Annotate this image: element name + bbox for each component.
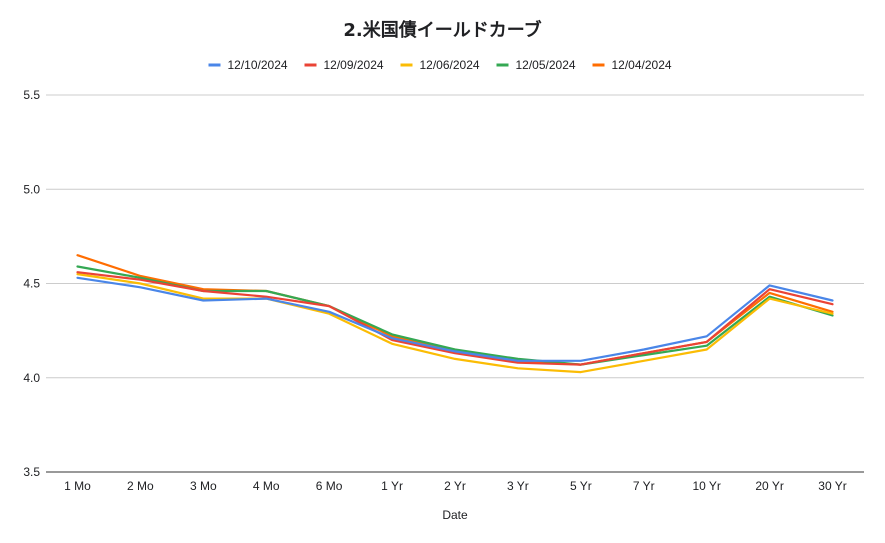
y-tick-label: 5.0	[23, 182, 40, 196]
x-tick-label: 3 Mo	[190, 479, 217, 493]
series-lines	[76, 254, 834, 374]
x-axis-ticks: 1 Mo 2 Mo 3 Mo 4 Mo 6 Mo 1 Yr 2 Yr 3 Yr 5 Yr 7 Yr…	[64, 479, 847, 493]
legend-item: 12/04/2024	[592, 58, 672, 72]
legend-item: 12/06/2024	[400, 58, 480, 72]
series-line-2	[76, 271, 834, 366]
x-tick-label: 5 Yr	[570, 479, 592, 493]
y-tick-label: 4.5	[23, 277, 40, 291]
legend-label: 12/04/2024	[612, 58, 672, 72]
legend-item: 12/09/2024	[304, 58, 384, 72]
legend-label: 12/10/2024	[228, 58, 288, 72]
legend-label: 12/06/2024	[420, 58, 480, 72]
series-line-5	[76, 254, 834, 366]
y-tick-label: 4.0	[23, 371, 40, 385]
gridlines	[46, 94, 864, 473]
x-tick-label: 1 Yr	[381, 479, 403, 493]
x-tick-label: 2 Yr	[444, 479, 466, 493]
series-line-3	[76, 273, 834, 374]
series-line-4	[76, 265, 834, 366]
x-tick-label: 6 Mo	[316, 479, 343, 493]
legend-label: 12/09/2024	[324, 58, 384, 72]
x-tick-label: 30 Yr	[818, 479, 846, 493]
y-tick-label: 5.5	[23, 88, 40, 102]
series-line-1	[76, 276, 834, 362]
x-tick-label: 10 Yr	[692, 479, 720, 493]
x-axis-title: Date	[442, 508, 468, 522]
x-tick-label: 1 Mo	[64, 479, 91, 493]
x-tick-label: 3 Yr	[507, 479, 529, 493]
legend: 12/10/2024 12/09/2024 12/06/2024 12/05/2024…	[208, 58, 672, 72]
x-tick-label: 20 Yr	[755, 479, 783, 493]
y-axis-ticks: 3.5 4.0 4.5 5.0 5.5	[23, 88, 40, 479]
legend-label: 12/05/2024	[516, 58, 576, 72]
chart-title: 2.米国債イールドカーブ	[343, 19, 541, 41]
legend-item: 12/10/2024	[208, 58, 288, 72]
x-tick-label: 7 Yr	[633, 479, 655, 493]
x-tick-label: 2 Mo	[127, 479, 154, 493]
x-tick-label: 4 Mo	[253, 479, 280, 493]
y-tick-label: 3.5	[23, 465, 40, 479]
legend-item: 12/05/2024	[496, 58, 576, 72]
